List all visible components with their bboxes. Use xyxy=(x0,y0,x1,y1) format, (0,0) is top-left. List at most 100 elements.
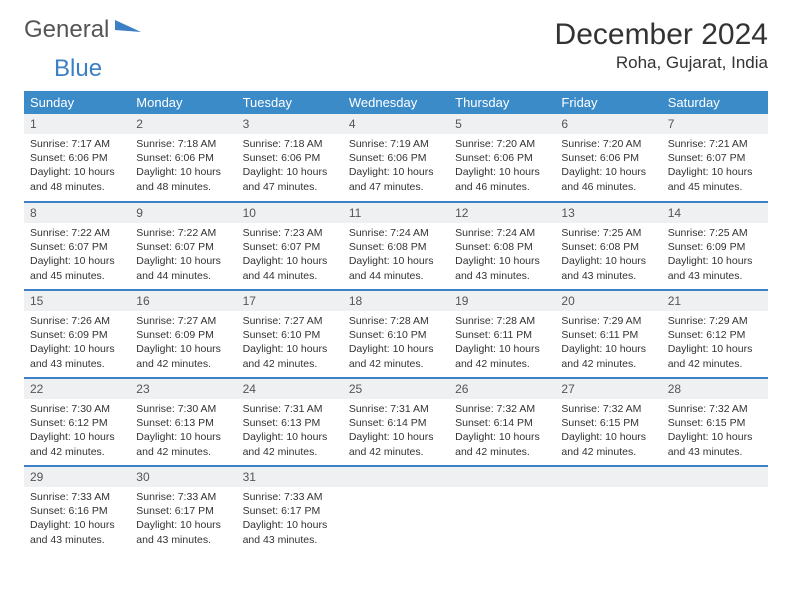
day-number-bar: 8 xyxy=(24,203,130,223)
day-header-saturday: Saturday xyxy=(662,91,768,114)
calendar-day-cell: 21Sunrise: 7:29 AMSunset: 6:12 PMDayligh… xyxy=(662,290,768,378)
day-cell-body: Sunrise: 7:19 AMSunset: 6:06 PMDaylight:… xyxy=(343,134,449,200)
day-number-bar xyxy=(449,467,555,487)
day-number-bar: 7 xyxy=(662,114,768,134)
day-cell-body: Sunrise: 7:33 AMSunset: 6:17 PMDaylight:… xyxy=(237,487,343,553)
day-number-bar: 25 xyxy=(343,379,449,399)
calendar-day-cell: 8Sunrise: 7:22 AMSunset: 6:07 PMDaylight… xyxy=(24,202,130,290)
calendar-empty-cell xyxy=(343,466,449,554)
day-cell-body: Sunrise: 7:33 AMSunset: 6:17 PMDaylight:… xyxy=(130,487,236,553)
day-header-row: SundayMondayTuesdayWednesdayThursdayFrid… xyxy=(24,91,768,114)
logo: General xyxy=(24,18,145,42)
day-number-bar: 12 xyxy=(449,203,555,223)
day-cell-body xyxy=(449,487,555,547)
day-cell-body: Sunrise: 7:18 AMSunset: 6:06 PMDaylight:… xyxy=(130,134,236,200)
calendar-day-cell: 14Sunrise: 7:25 AMSunset: 6:09 PMDayligh… xyxy=(662,202,768,290)
day-header-friday: Friday xyxy=(555,91,661,114)
calendar-day-cell: 2Sunrise: 7:18 AMSunset: 6:06 PMDaylight… xyxy=(130,114,236,202)
month-title: December 2024 xyxy=(555,18,768,51)
day-cell-body: Sunrise: 7:30 AMSunset: 6:12 PMDaylight:… xyxy=(24,399,130,465)
day-number-bar: 19 xyxy=(449,291,555,311)
calendar-day-cell: 30Sunrise: 7:33 AMSunset: 6:17 PMDayligh… xyxy=(130,466,236,554)
day-cell-body: Sunrise: 7:22 AMSunset: 6:07 PMDaylight:… xyxy=(130,223,236,289)
day-number-bar: 13 xyxy=(555,203,661,223)
day-cell-body xyxy=(555,487,661,547)
day-number-bar: 15 xyxy=(24,291,130,311)
day-number-bar: 22 xyxy=(24,379,130,399)
day-number-bar: 27 xyxy=(555,379,661,399)
calendar-day-cell: 18Sunrise: 7:28 AMSunset: 6:10 PMDayligh… xyxy=(343,290,449,378)
calendar-day-cell: 13Sunrise: 7:25 AMSunset: 6:08 PMDayligh… xyxy=(555,202,661,290)
day-cell-body: Sunrise: 7:31 AMSunset: 6:13 PMDaylight:… xyxy=(237,399,343,465)
calendar-day-cell: 28Sunrise: 7:32 AMSunset: 6:15 PMDayligh… xyxy=(662,378,768,466)
calendar-day-cell: 5Sunrise: 7:20 AMSunset: 6:06 PMDaylight… xyxy=(449,114,555,202)
day-number-bar: 14 xyxy=(662,203,768,223)
day-cell-body: Sunrise: 7:21 AMSunset: 6:07 PMDaylight:… xyxy=(662,134,768,200)
day-cell-body: Sunrise: 7:20 AMSunset: 6:06 PMDaylight:… xyxy=(449,134,555,200)
calendar-day-cell: 27Sunrise: 7:32 AMSunset: 6:15 PMDayligh… xyxy=(555,378,661,466)
day-cell-body: Sunrise: 7:32 AMSunset: 6:14 PMDaylight:… xyxy=(449,399,555,465)
calendar-day-cell: 20Sunrise: 7:29 AMSunset: 6:11 PMDayligh… xyxy=(555,290,661,378)
day-cell-body: Sunrise: 7:27 AMSunset: 6:09 PMDaylight:… xyxy=(130,311,236,377)
calendar-week-row: 8Sunrise: 7:22 AMSunset: 6:07 PMDaylight… xyxy=(24,202,768,290)
day-cell-body: Sunrise: 7:25 AMSunset: 6:09 PMDaylight:… xyxy=(662,223,768,289)
day-cell-body: Sunrise: 7:22 AMSunset: 6:07 PMDaylight:… xyxy=(24,223,130,289)
day-number-bar: 21 xyxy=(662,291,768,311)
calendar-day-cell: 23Sunrise: 7:30 AMSunset: 6:13 PMDayligh… xyxy=(130,378,236,466)
day-cell-body: Sunrise: 7:20 AMSunset: 6:06 PMDaylight:… xyxy=(555,134,661,200)
day-number-bar: 3 xyxy=(237,114,343,134)
day-number-bar: 28 xyxy=(662,379,768,399)
day-header-monday: Monday xyxy=(130,91,236,114)
calendar-day-cell: 11Sunrise: 7:24 AMSunset: 6:08 PMDayligh… xyxy=(343,202,449,290)
day-number-bar: 30 xyxy=(130,467,236,487)
day-header-tuesday: Tuesday xyxy=(237,91,343,114)
day-cell-body: Sunrise: 7:28 AMSunset: 6:11 PMDaylight:… xyxy=(449,311,555,377)
day-cell-body: Sunrise: 7:32 AMSunset: 6:15 PMDaylight:… xyxy=(662,399,768,465)
day-cell-body xyxy=(662,487,768,547)
calendar-body: 1Sunrise: 7:17 AMSunset: 6:06 PMDaylight… xyxy=(24,114,768,554)
logo-flag-icon xyxy=(115,20,145,42)
calendar-day-cell: 16Sunrise: 7:27 AMSunset: 6:09 PMDayligh… xyxy=(130,290,236,378)
day-cell-body: Sunrise: 7:32 AMSunset: 6:15 PMDaylight:… xyxy=(555,399,661,465)
day-number-bar xyxy=(662,467,768,487)
calendar-day-cell: 24Sunrise: 7:31 AMSunset: 6:13 PMDayligh… xyxy=(237,378,343,466)
day-cell-body: Sunrise: 7:30 AMSunset: 6:13 PMDaylight:… xyxy=(130,399,236,465)
day-number-bar: 6 xyxy=(555,114,661,134)
calendar-day-cell: 15Sunrise: 7:26 AMSunset: 6:09 PMDayligh… xyxy=(24,290,130,378)
day-cell-body: Sunrise: 7:27 AMSunset: 6:10 PMDaylight:… xyxy=(237,311,343,377)
calendar-day-cell: 25Sunrise: 7:31 AMSunset: 6:14 PMDayligh… xyxy=(343,378,449,466)
day-number-bar: 2 xyxy=(130,114,236,134)
day-cell-body: Sunrise: 7:29 AMSunset: 6:11 PMDaylight:… xyxy=(555,311,661,377)
calendar-day-cell: 1Sunrise: 7:17 AMSunset: 6:06 PMDaylight… xyxy=(24,114,130,202)
day-number-bar: 1 xyxy=(24,114,130,134)
day-number-bar: 20 xyxy=(555,291,661,311)
day-number-bar xyxy=(343,467,449,487)
day-number-bar: 18 xyxy=(343,291,449,311)
logo-text-part1: General xyxy=(24,18,109,42)
day-cell-body: Sunrise: 7:33 AMSunset: 6:16 PMDaylight:… xyxy=(24,487,130,553)
day-number-bar: 16 xyxy=(130,291,236,311)
calendar-day-cell: 10Sunrise: 7:23 AMSunset: 6:07 PMDayligh… xyxy=(237,202,343,290)
day-number-bar: 17 xyxy=(237,291,343,311)
day-cell-body: Sunrise: 7:25 AMSunset: 6:08 PMDaylight:… xyxy=(555,223,661,289)
day-number-bar: 31 xyxy=(237,467,343,487)
day-cell-body: Sunrise: 7:24 AMSunset: 6:08 PMDaylight:… xyxy=(343,223,449,289)
day-number-bar: 23 xyxy=(130,379,236,399)
calendar-day-cell: 7Sunrise: 7:21 AMSunset: 6:07 PMDaylight… xyxy=(662,114,768,202)
day-cell-body: Sunrise: 7:28 AMSunset: 6:10 PMDaylight:… xyxy=(343,311,449,377)
calendar-day-cell: 29Sunrise: 7:33 AMSunset: 6:16 PMDayligh… xyxy=(24,466,130,554)
day-number-bar: 9 xyxy=(130,203,236,223)
day-header-wednesday: Wednesday xyxy=(343,91,449,114)
calendar-empty-cell xyxy=(555,466,661,554)
calendar-week-row: 1Sunrise: 7:17 AMSunset: 6:06 PMDaylight… xyxy=(24,114,768,202)
calendar-day-cell: 22Sunrise: 7:30 AMSunset: 6:12 PMDayligh… xyxy=(24,378,130,466)
calendar-week-row: 29Sunrise: 7:33 AMSunset: 6:16 PMDayligh… xyxy=(24,466,768,554)
calendar-table: SundayMondayTuesdayWednesdayThursdayFrid… xyxy=(24,91,768,554)
calendar-day-cell: 4Sunrise: 7:19 AMSunset: 6:06 PMDaylight… xyxy=(343,114,449,202)
calendar-empty-cell xyxy=(662,466,768,554)
day-cell-body xyxy=(343,487,449,547)
calendar-day-cell: 31Sunrise: 7:33 AMSunset: 6:17 PMDayligh… xyxy=(237,466,343,554)
calendar-day-cell: 12Sunrise: 7:24 AMSunset: 6:08 PMDayligh… xyxy=(449,202,555,290)
day-header-thursday: Thursday xyxy=(449,91,555,114)
day-number-bar: 10 xyxy=(237,203,343,223)
